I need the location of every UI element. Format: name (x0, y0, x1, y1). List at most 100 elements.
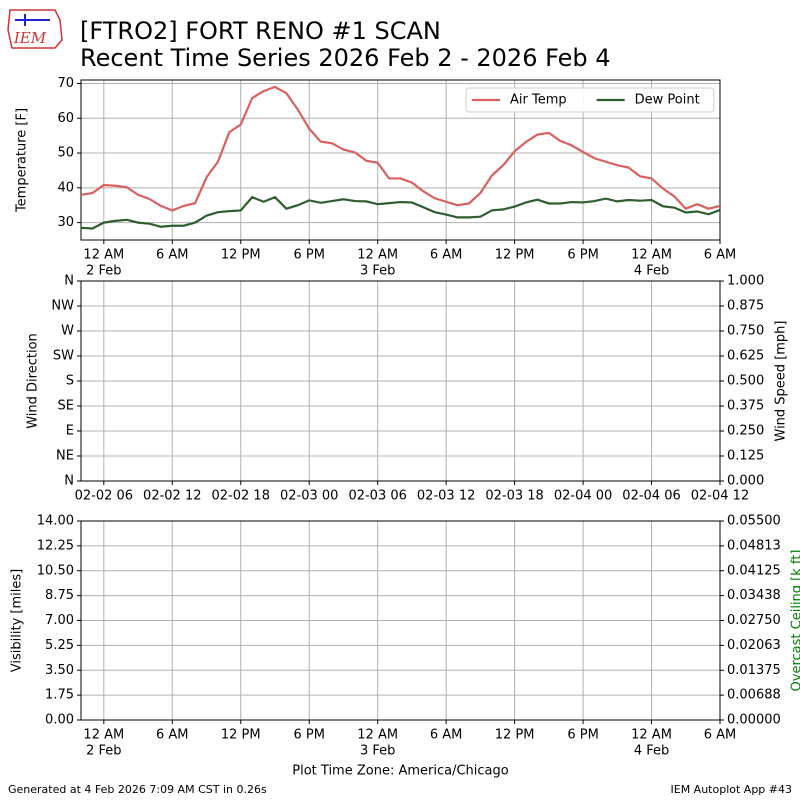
x-tick-label: 02-04 06 (622, 489, 680, 504)
x-tick-label: 02-04 12 (691, 489, 749, 504)
x-tick-label: 12 AM (357, 728, 398, 743)
data-line (80, 85, 721, 212)
x-tick-label: 6 PM (567, 248, 598, 263)
x-tick-label: 6 AM (156, 728, 189, 743)
x-tick-date: 3 Feb (360, 264, 395, 279)
x-tick-label: 12 PM (495, 728, 535, 743)
y-tick-label: 3.50 (45, 663, 74, 678)
y2-tick-label: 0.875 (727, 299, 764, 314)
y-tick-label: 0.00 (45, 713, 74, 728)
x-tick-label: 02-02 18 (212, 489, 270, 504)
x-tick-label: 02-04 00 (554, 489, 612, 504)
x-tick-label: 02-03 00 (280, 489, 338, 504)
y-axis-label: Visibility [miles] (10, 569, 25, 672)
x-tick-label: 12 PM (221, 728, 261, 743)
y2-tick-label: 0.00000 (727, 713, 781, 728)
x-tick-label: 02-03 18 (485, 489, 543, 504)
y2-tick-label: 0.750 (727, 324, 764, 339)
x-tick-label: 12 AM (83, 728, 124, 743)
x-tick-label: 12 AM (357, 248, 398, 263)
x-tick-label: 6 AM (430, 248, 463, 263)
y-axis-label: Temperature [F] (15, 108, 30, 213)
plot-frame (80, 280, 721, 482)
x-tick-date: 2 Feb (86, 264, 121, 279)
y2-tick-label: 0.02063 (727, 638, 781, 653)
y-tick-label: 8.75 (45, 588, 74, 603)
y2-tick-label: 0.250 (727, 424, 764, 439)
y2-tick-label: 0.125 (727, 449, 764, 464)
y2-tick-label: 0.000 (727, 474, 764, 489)
y-tick-label: 50 (57, 146, 74, 161)
y-tick-label: SE (58, 399, 74, 414)
y-tick-label: S (66, 374, 74, 389)
x-tick-label: 02-02 06 (75, 489, 133, 504)
y2-tick-label: 0.05500 (727, 514, 781, 529)
legend-frame (465, 87, 715, 113)
y2-axis-label: Overcast Ceiling [k ft] (790, 550, 800, 692)
x-tick-date: 3 Feb (360, 744, 395, 759)
y-tick-label: 30 (57, 215, 74, 230)
x-tick-label: 6 PM (293, 248, 324, 263)
y-tick-label: 70 (57, 76, 74, 91)
panel: 02-02 06 02-02 12 02-02 18 02-03 00 02-03 06… (26, 274, 789, 504)
y2-axis-label: Wind Speed [mph] (774, 321, 789, 442)
logo-text: IEM (13, 29, 47, 47)
x-tick-label: 6 AM (704, 728, 737, 743)
y2-tick-label: 0.01375 (727, 663, 781, 678)
x-tick-label: 6 PM (567, 728, 598, 743)
x-tick-date: 4 Feb (634, 744, 669, 759)
x-tick-date: 2 Feb (86, 744, 121, 759)
x-tick-date: 4 Feb (634, 264, 669, 279)
x-tick-label: 12 PM (221, 248, 261, 263)
logo: IEM (7, 9, 63, 49)
y-tick-label: N (64, 274, 74, 289)
legend: Air Temp Dew Point (465, 87, 715, 113)
x-tick-label: 6 PM (293, 728, 324, 743)
y-tick-label: 40 (57, 180, 74, 195)
x-tick-label: 02-03 06 (348, 489, 406, 504)
x-tick-label: 12 AM (631, 728, 672, 743)
x-tick-label: 6 AM (156, 248, 189, 263)
y-tick-label: 14.00 (37, 514, 74, 529)
chart-subtitle: Recent Time Series 2026 Feb 2 - 2026 Feb… (80, 44, 610, 72)
x-tick-label: 6 AM (430, 728, 463, 743)
y-tick-label: N (64, 474, 74, 489)
y2-tick-label: 0.500 (727, 374, 764, 389)
y2-tick-label: 0.04813 (727, 538, 781, 553)
x-axis-label: Plot Time Zone: America/Chicago (292, 764, 508, 779)
x-tick-label: 6 AM (704, 248, 737, 263)
y2-tick-label: 0.04125 (727, 563, 781, 578)
plot-frame (80, 520, 721, 721)
plot-frame (80, 79, 721, 241)
x-tick-label: 12 AM (83, 248, 124, 263)
y2-tick-label: 1.000 (727, 274, 764, 289)
x-tick-label: 12 PM (495, 248, 535, 263)
y2-tick-label: 0.03438 (727, 588, 781, 603)
y-tick-label: 5.25 (45, 638, 74, 653)
y-tick-label: 10.50 (37, 563, 74, 578)
y-tick-label: 60 (57, 111, 74, 126)
chart-title: [FTRO2] FORT RENO #1 SCAN (80, 17, 441, 45)
x-tick-label: 12 AM (631, 248, 672, 263)
y-tick-label: E (66, 424, 74, 439)
x-tick-label: 02-02 12 (143, 489, 201, 504)
y-tick-label: W (61, 324, 74, 339)
y-tick-label: 1.75 (45, 688, 74, 703)
y2-tick-label: 0.375 (727, 399, 764, 414)
y-tick-label: NE (56, 449, 74, 464)
y2-tick-label: 0.00688 (727, 688, 781, 703)
data-line (80, 195, 721, 230)
y2-tick-label: 0.02750 (727, 613, 781, 628)
y-tick-label: 12.25 (37, 538, 74, 553)
legend-label: Air Temp (510, 93, 567, 108)
y-axis-label: Wind Direction (26, 333, 41, 429)
x-tick-label: 02-03 12 (417, 489, 475, 504)
y2-tick-label: 0.625 (727, 349, 764, 364)
y-tick-label: NW (51, 299, 74, 314)
legend-label: Dew Point (635, 93, 700, 108)
footer: IEM Autoplot App #43 (671, 783, 793, 796)
y-tick-label: 7.00 (45, 613, 74, 628)
